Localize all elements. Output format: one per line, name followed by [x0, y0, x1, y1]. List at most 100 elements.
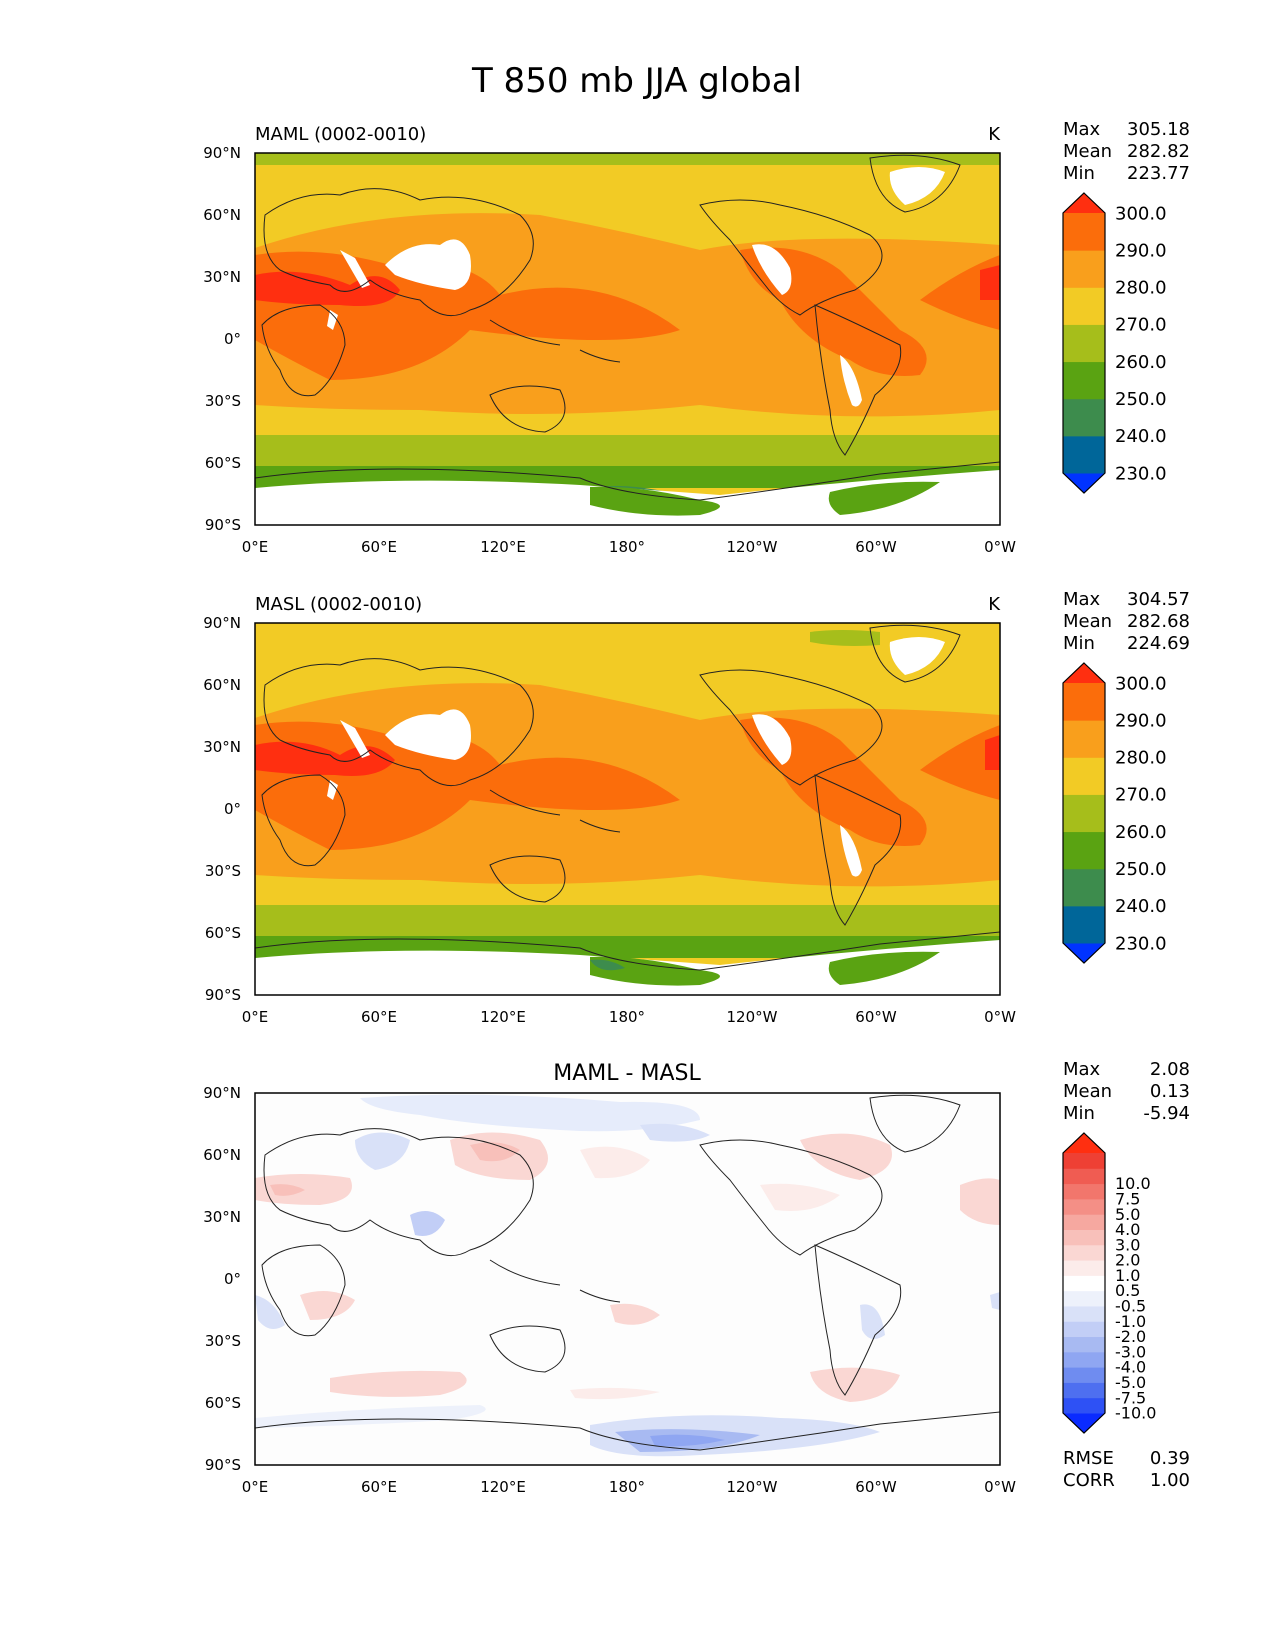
panel-center-title: MAML - MASL — [553, 1061, 701, 1086]
lon-tick-label: 0°W — [984, 538, 1016, 556]
colorbar-bin — [1063, 905, 1105, 944]
colorbar-tick-label: 230.0 — [1115, 933, 1167, 954]
colorbar-tick-label: 2.0 — [1115, 1251, 1140, 1270]
lat-axis: 90°N 60°N 30°N 0° 30°S 60°S 90°S — [203, 144, 241, 534]
colorbar-tick-label: 300.0 — [1115, 203, 1167, 224]
colorbar-bin — [1063, 1397, 1105, 1414]
lon-tick-label: 120°W — [727, 1008, 778, 1026]
colorbar-bin — [1063, 1244, 1105, 1261]
stat-value-mean: 0.13 — [1150, 1081, 1190, 1102]
colorbar-tick-label: 260.0 — [1115, 352, 1167, 373]
lat-tick-label: 60°S — [205, 454, 241, 472]
colorbar-extend-max — [1063, 1133, 1105, 1153]
colorbar-tick-label: -0.5 — [1115, 1297, 1146, 1316]
lon-tick-label: 120°E — [480, 538, 526, 556]
colorbar-bin — [1063, 361, 1105, 400]
colorbar-outline — [1062, 662, 1106, 964]
colorbar-bin — [1063, 1382, 1105, 1399]
lon-tick-label: 180° — [609, 1008, 645, 1026]
colorbar-bin — [1063, 1336, 1105, 1353]
lon-tick-label: 120°W — [727, 538, 778, 556]
panel-difference: MAML - MASL — [203, 1059, 1190, 1496]
colorbar-extend-min — [1063, 473, 1105, 493]
colorbar: -10.0-7.5-5.0-4.0-3.0-2.0-1.0-0.50.51.02… — [1062, 1132, 1156, 1434]
stat-value-min: 224.69 — [1127, 633, 1190, 654]
lat-tick-label: 30°S — [205, 392, 241, 410]
stat-value-mean: 282.68 — [1127, 611, 1190, 632]
colorbar: 230.0 240.0 250.0 260.0 270.0 280.0 290.0 300.0 — [1062, 192, 1167, 494]
stat-label-rmse: RMSE — [1063, 1448, 1114, 1469]
colorbar-bin — [1063, 287, 1105, 325]
colorbar-bin — [1063, 831, 1105, 870]
colorbar-bin — [1063, 757, 1105, 795]
panel-left-title: MAML (0002-0010) — [255, 124, 426, 145]
colorbar-tick-label: 280.0 — [1115, 748, 1167, 769]
lon-tick-label: 180° — [609, 538, 645, 556]
lon-tick-label: 60°E — [361, 1008, 397, 1026]
lat-tick-label: 60°S — [205, 924, 241, 942]
lon-tick-label: 0°W — [984, 1008, 1016, 1026]
stat-value-corr: 1.00 — [1150, 1470, 1190, 1491]
lat-axis: 90°N 60°N 30°N 0° 30°S 60°S 90°S — [203, 614, 241, 1004]
colorbar-bin — [1063, 250, 1105, 288]
temperature-field — [254, 153, 1001, 525]
stats-block: Max 304.57 Mean 282.68 Min 224.69 — [1063, 589, 1190, 654]
colorbar-tick-label: 290.0 — [1115, 240, 1167, 261]
lon-tick-label: 60°W — [855, 1478, 897, 1496]
colorbar-bin — [1063, 1305, 1105, 1322]
stat-label-mean: Mean — [1063, 1081, 1112, 1102]
panel-maml: MAML (0002-0010) K — [203, 119, 1190, 556]
colorbar-bin — [1063, 1367, 1105, 1383]
stat-label-corr: CORR — [1063, 1470, 1115, 1491]
lon-tick-label: 0°E — [242, 1478, 269, 1496]
map-frame — [254, 622, 1001, 996]
colorbar-tick-label: 280.0 — [1115, 278, 1167, 299]
colorbar-tick-label: 250.0 — [1115, 859, 1167, 880]
colorbar-tick-label: 3.0 — [1115, 1235, 1140, 1254]
stat-label-max: Max — [1063, 119, 1101, 140]
colorbar-bin — [1063, 1183, 1105, 1200]
lon-tick-label: 0°E — [242, 538, 269, 556]
panel-masl: MASL (0002-0010) K — [203, 589, 1190, 1026]
stat-label-min: Min — [1063, 633, 1095, 654]
lon-tick-label: 0°W — [984, 1478, 1016, 1496]
lon-tick-label: 120°E — [480, 1008, 526, 1026]
lat-tick-label: 30°S — [205, 862, 241, 880]
lon-tick-label: 180° — [609, 1478, 645, 1496]
lat-tick-label: 90°N — [203, 144, 241, 162]
stat-value-max: 2.08 — [1150, 1059, 1190, 1080]
colorbar-tick-label: 260.0 — [1115, 822, 1167, 843]
panel-units: K — [988, 124, 1001, 145]
colorbar-bin — [1063, 868, 1105, 907]
lat-axis: 90°N 60°N 30°N 0° 30°S 60°S 90°S — [203, 1084, 241, 1474]
lat-tick-label: 0° — [224, 330, 241, 348]
panel-left-title: MASL (0002-0010) — [255, 594, 422, 615]
stat-value-mean: 282.82 — [1127, 141, 1190, 162]
colorbar-tick-label: -1.0 — [1115, 1312, 1146, 1331]
colorbar-bin — [1063, 1260, 1105, 1276]
colorbar-tick-label: -3.0 — [1115, 1342, 1146, 1361]
lat-tick-label: 90°N — [203, 614, 241, 632]
colorbar-tick-label: -10.0 — [1115, 1404, 1156, 1423]
colorbar-bin — [1063, 1214, 1105, 1230]
map-frame — [254, 152, 1001, 526]
colorbar-extend-max — [1063, 663, 1105, 683]
lon-tick-label: 60°E — [361, 1478, 397, 1496]
lon-tick-label: 0°E — [242, 1008, 269, 1026]
colorbar-bin — [1063, 1168, 1105, 1185]
colorbar-tick-label: -2.0 — [1115, 1327, 1146, 1346]
colorbar-bin — [1063, 683, 1105, 721]
lat-tick-label: 90°S — [205, 986, 241, 1004]
lon-tick-label: 60°W — [855, 1008, 897, 1026]
lat-tick-label: 0° — [224, 800, 241, 818]
colorbar-tick-label: 10.0 — [1115, 1174, 1151, 1193]
lat-tick-label: 30°N — [203, 1208, 241, 1226]
colorbar-tick-label: 7.5 — [1115, 1189, 1140, 1208]
colorbar-bin — [1063, 794, 1105, 833]
lat-tick-label: 90°S — [205, 516, 241, 534]
stat-label-max: Max — [1063, 1059, 1101, 1080]
lat-tick-label: 60°N — [203, 676, 241, 694]
colorbar-bin — [1063, 720, 1105, 758]
temperature-field — [254, 623, 1001, 995]
